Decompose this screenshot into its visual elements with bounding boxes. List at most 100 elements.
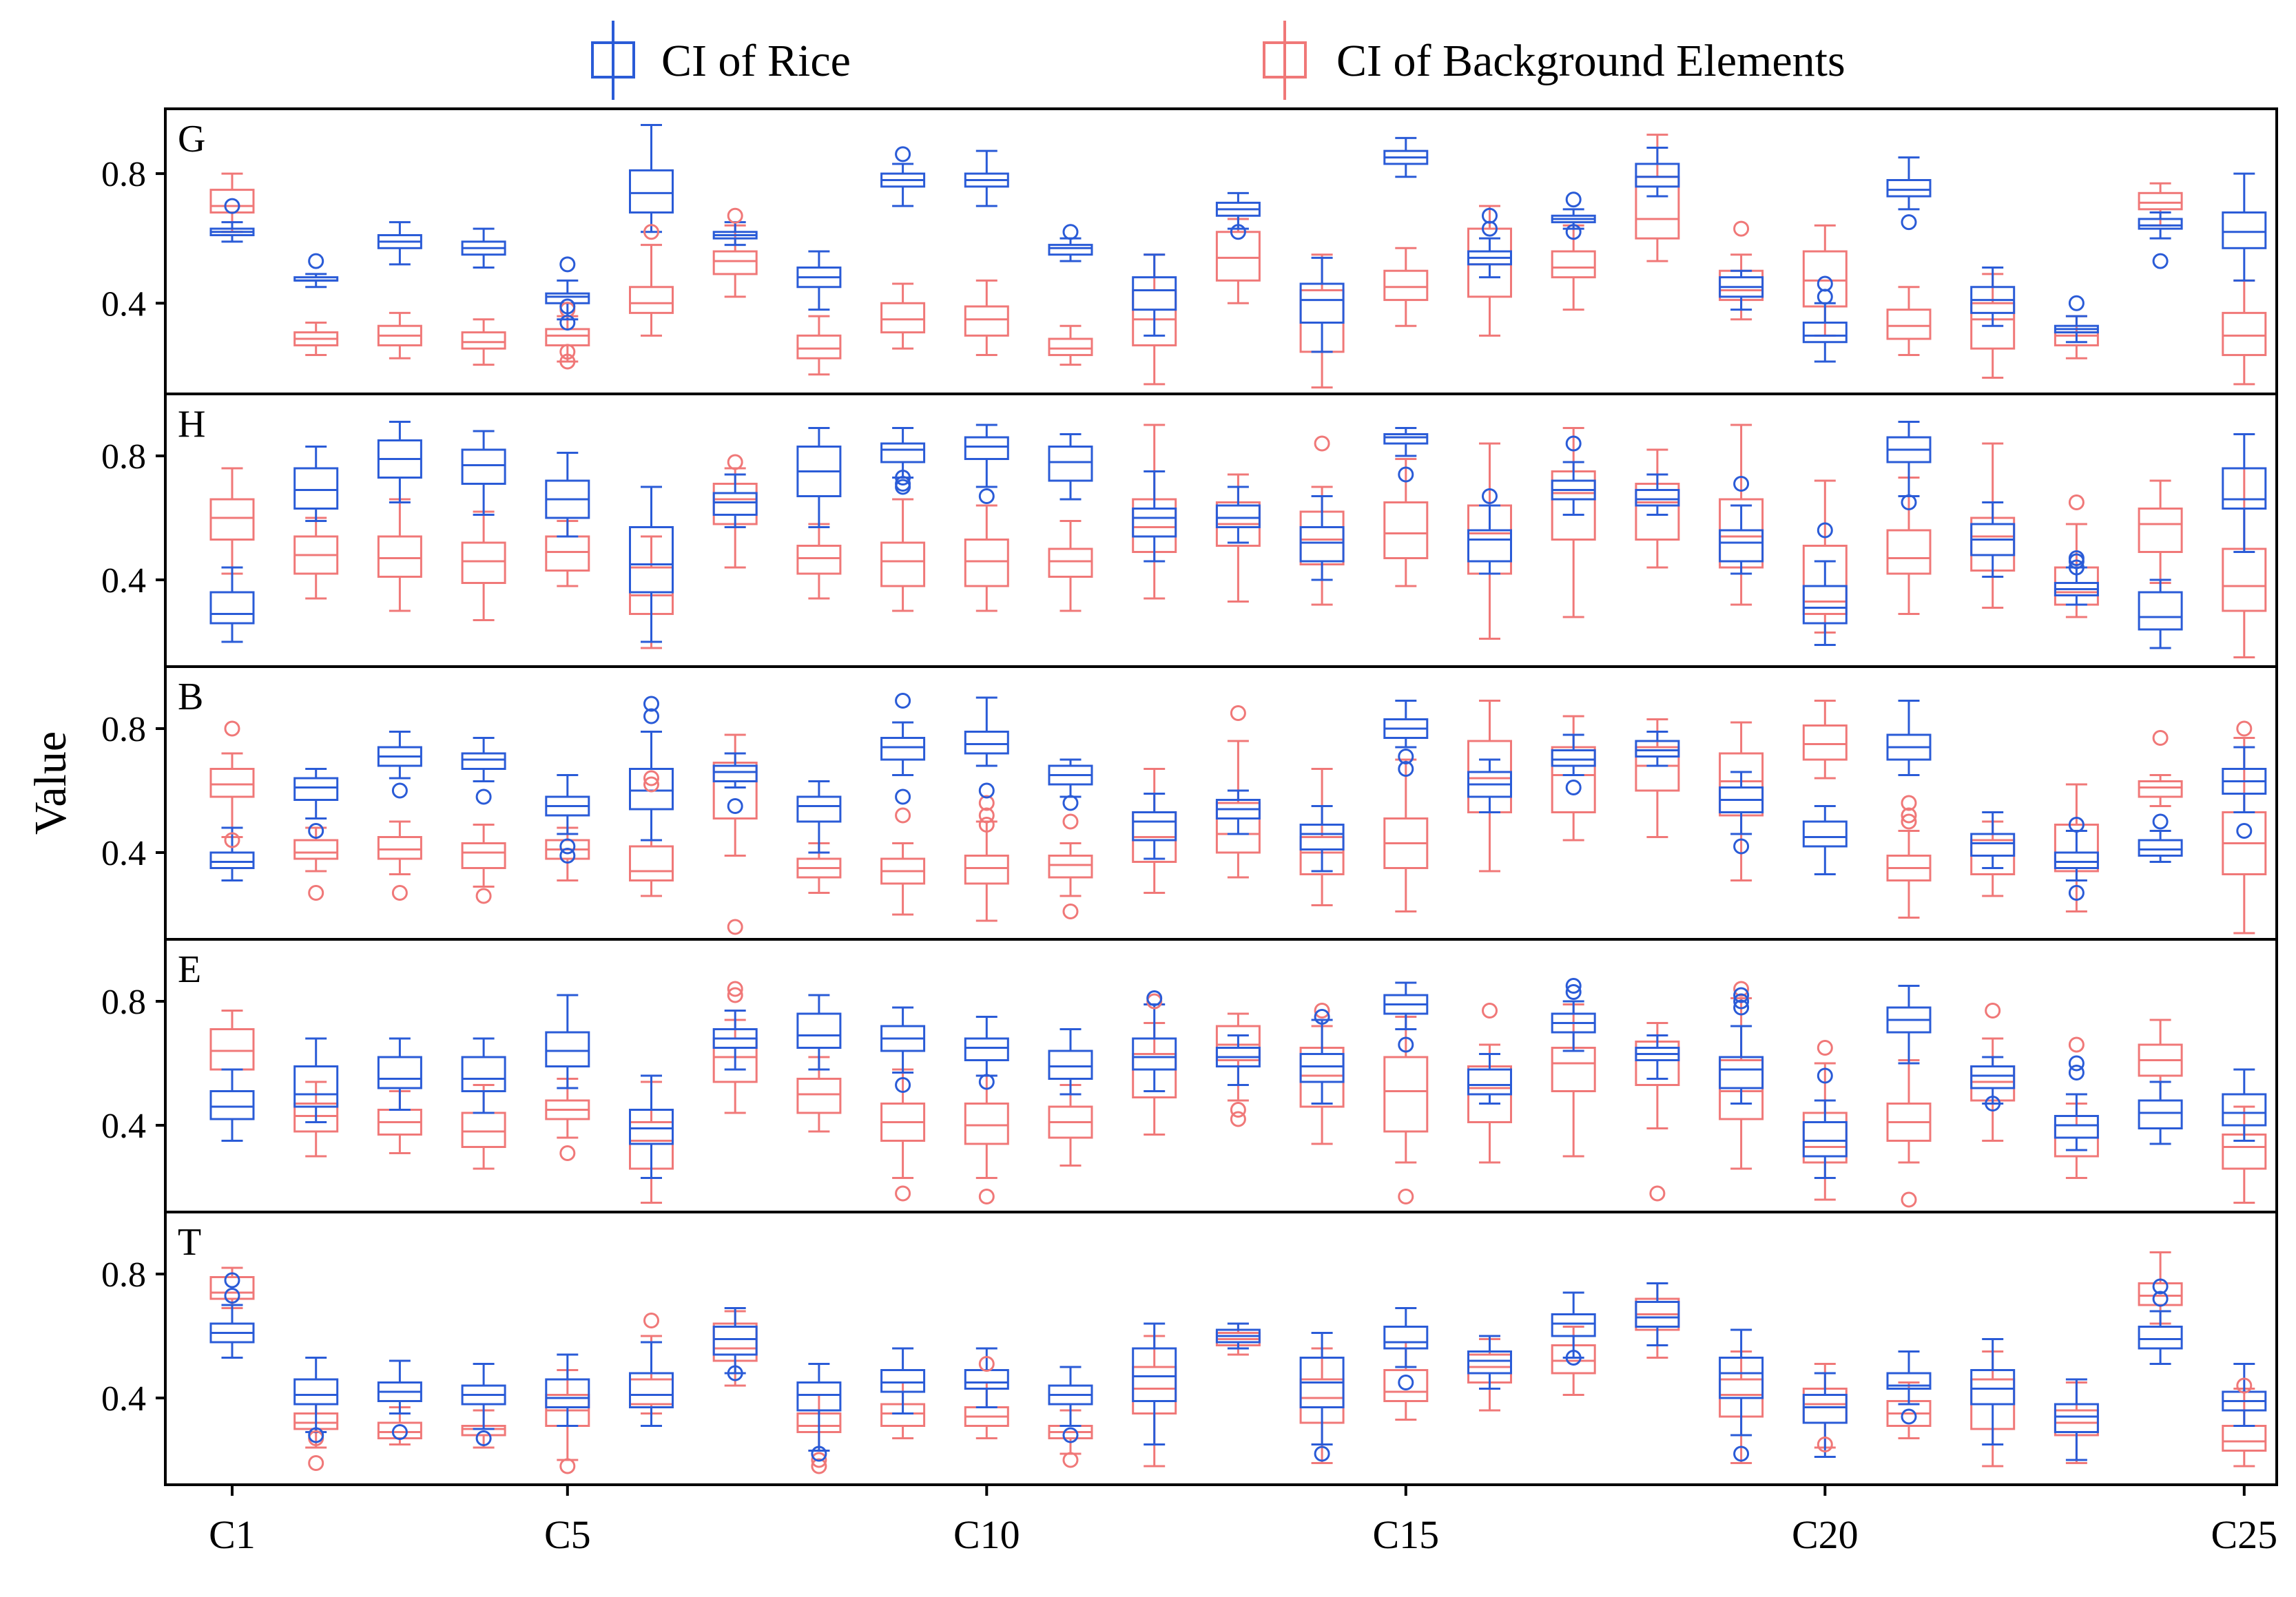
outlier-rice	[1817, 1067, 1833, 1084]
rice-box-C24	[2138, 211, 2183, 240]
box-iqr	[293, 839, 339, 860]
x-tick-label: C5	[544, 1512, 591, 1557]
background-box-C21	[1886, 830, 1932, 919]
rice-box-C3	[377, 731, 422, 780]
box-iqr	[1299, 526, 1345, 563]
rice-box-C23	[2054, 1093, 2099, 1151]
outlier-background	[1314, 1003, 1330, 1019]
legend-rice-label: CI of Rice	[661, 36, 851, 86]
rice-box-C8	[796, 250, 842, 311]
outlier-background	[1901, 795, 1917, 811]
outlier-rice	[559, 848, 576, 864]
background-box-C3	[377, 311, 422, 359]
outlier-rice	[1482, 488, 1498, 504]
outlier-rice	[895, 1077, 911, 1093]
outlier-background	[895, 1185, 911, 1202]
box-iqr	[629, 1109, 674, 1145]
box-iqr	[880, 541, 926, 587]
box-iqr	[629, 1372, 674, 1408]
rice-box-C14	[1299, 805, 1345, 873]
outlier-rice	[1901, 214, 1917, 231]
box-iqr	[293, 467, 339, 510]
outlier-rice	[1565, 780, 1582, 795]
outlier-rice	[1565, 978, 1582, 994]
box-iqr	[2138, 591, 2183, 631]
box-iqr	[1719, 1357, 1764, 1399]
outlier-background	[391, 885, 408, 901]
rice-box-C4	[461, 227, 506, 269]
rice-box-C12	[1132, 793, 1177, 860]
outlier-rice	[1398, 749, 1414, 764]
rice-box-C5	[545, 994, 590, 1089]
box-iqr	[1215, 1025, 1261, 1061]
box-iqr	[1802, 724, 1848, 761]
rice-box-C5	[545, 452, 590, 538]
outlier-rice	[2152, 253, 2169, 269]
rice-box-C6	[629, 1341, 674, 1427]
legend-background-symbol	[1263, 21, 1307, 100]
rice-box-C1	[209, 566, 255, 643]
rice-box-C4	[461, 1037, 506, 1114]
outlier-background	[643, 224, 659, 240]
outlier-rice	[391, 1424, 408, 1440]
rice-box-C15	[1383, 1307, 1429, 1368]
box-iqr	[545, 1031, 590, 1067]
panel-E: E 0.4 0.8	[101, 938, 2278, 1213]
outlier-background	[1649, 1185, 1666, 1202]
outlier-rice	[2152, 1291, 2169, 1307]
rice-box-C19	[1719, 1025, 1764, 1105]
background-box-C8	[796, 315, 842, 376]
outlier-rice	[1817, 275, 1833, 292]
box-iqr	[2054, 1403, 2099, 1433]
rice-box-C15	[1383, 700, 1429, 749]
outlier-background	[559, 353, 576, 370]
rice-box-C19	[1719, 1328, 1764, 1437]
box-iqr	[1886, 529, 1932, 575]
x-tick-label: C25	[2211, 1512, 2277, 1557]
box-iqr	[712, 250, 758, 275]
box-iqr	[209, 1276, 255, 1300]
rice-box-C16	[1467, 758, 1512, 813]
outlier-rice	[1398, 466, 1414, 483]
rice-box-C1	[209, 221, 255, 243]
outlier-rice	[2068, 885, 2085, 901]
box-iqr	[1048, 1050, 1093, 1080]
background-box-C10	[964, 820, 1009, 922]
outlier-background	[2152, 730, 2169, 746]
box-iqr	[629, 1378, 674, 1406]
box-iqr	[293, 777, 339, 801]
background-box-C4	[461, 824, 506, 888]
rice-box-C25	[2222, 433, 2267, 553]
box-iqr	[1132, 811, 1177, 842]
outlier-background	[1482, 1003, 1498, 1019]
outlier-rice	[475, 1430, 492, 1446]
box-iqr	[1048, 446, 1093, 482]
box-iqr	[796, 334, 842, 359]
background-box-C12	[1132, 424, 1177, 600]
box-iqr	[1048, 855, 1093, 879]
panels: G 0.4 0.8 H 0.4 0.8 B 0.4 0.8 E 0.4 0.8 T 0.4 0.8	[101, 107, 2278, 1486]
outlier-rice	[2068, 553, 2085, 570]
box-iqr	[1383, 1369, 1429, 1402]
rice-box-C12	[1132, 470, 1177, 563]
outlier-rice	[727, 1365, 743, 1381]
rice-box-C22	[1970, 501, 2016, 578]
rice-box-C20	[1802, 1099, 1848, 1179]
background-box-C16	[1467, 442, 1512, 640]
rice-box-C7	[712, 752, 758, 789]
box-iqr	[796, 795, 842, 823]
rice-box-C10	[964, 696, 1009, 767]
box-iqr	[293, 1065, 339, 1108]
rice-box-C16	[1467, 1053, 1512, 1105]
rice-box-C21	[1886, 421, 1932, 497]
box-iqr	[2222, 1093, 2267, 1127]
background-box-C17	[1551, 1003, 1596, 1158]
rice-box-C1	[209, 1068, 255, 1142]
box-iqr	[880, 737, 926, 761]
outlier-rice	[1733, 476, 1750, 492]
outlier-background	[1901, 807, 1917, 824]
rice-box-C5	[545, 774, 590, 835]
outlier-rice	[1062, 795, 1079, 811]
rice-box-C3	[377, 1359, 422, 1415]
rice-box-C8	[796, 427, 842, 528]
